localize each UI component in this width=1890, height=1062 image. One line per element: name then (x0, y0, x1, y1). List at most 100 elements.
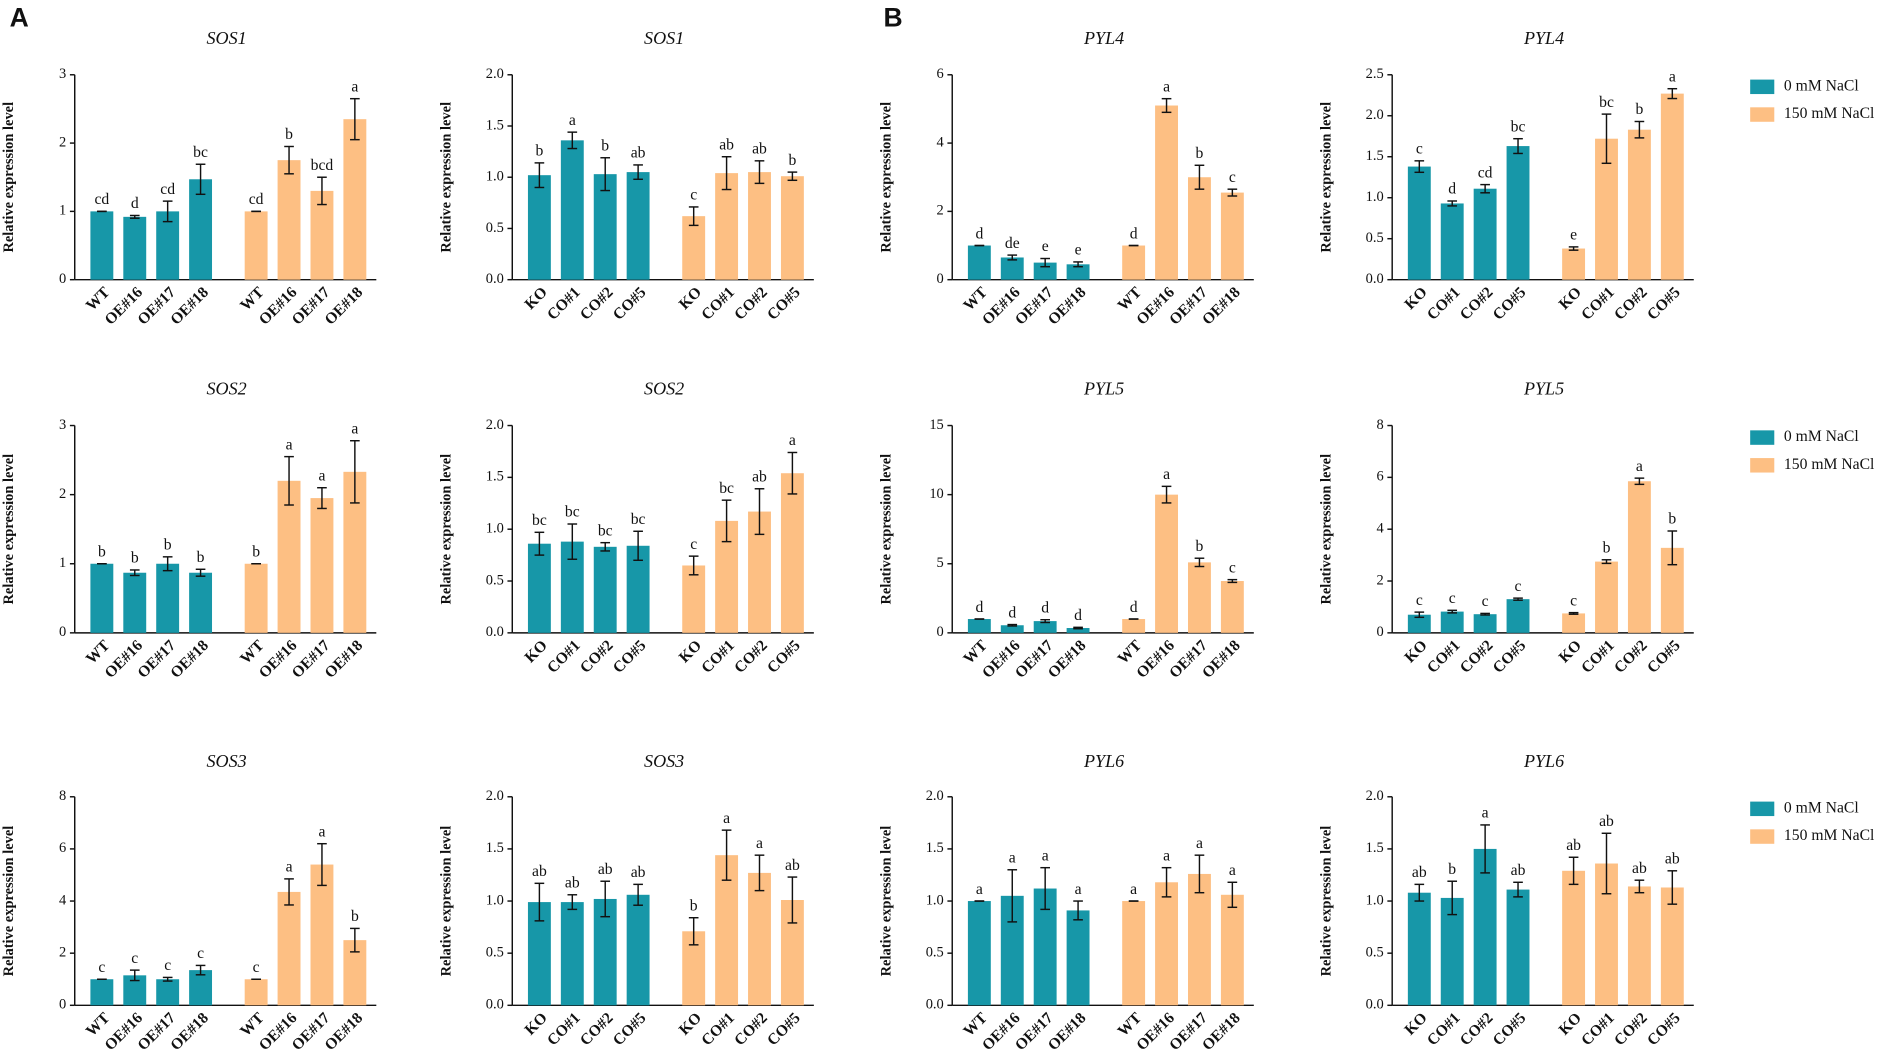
y-axis-label: Relative expression level (1318, 102, 1334, 253)
legend-label: 0 mM NaCl (1784, 799, 1859, 816)
significance-letter: b (164, 537, 172, 554)
significance-letter: b (285, 126, 293, 143)
bar (1595, 561, 1618, 633)
significance-letter: a (569, 112, 576, 129)
significance-letter: d (1041, 599, 1049, 616)
bar (1188, 562, 1211, 633)
bar (748, 511, 771, 633)
significance-letter: ab (1599, 813, 1614, 830)
y-tick-label: 0.0 (1366, 271, 1384, 287)
significance-letter: c (1515, 578, 1522, 595)
x-tick-label: CO#2 (577, 1009, 617, 1049)
significance-letter: c (1570, 592, 1577, 609)
x-tick-label: CO#5 (610, 1009, 650, 1049)
significance-letter: ab (1632, 860, 1647, 877)
significance-letter: cd (160, 181, 175, 198)
bar (560, 140, 584, 280)
significance-letter: ab (719, 136, 734, 153)
bar (748, 172, 771, 280)
y-tick-label: 6 (1377, 469, 1384, 485)
x-tick-label: CO#2 (731, 1009, 771, 1049)
bar (1066, 910, 1090, 1006)
bar (1220, 192, 1244, 280)
legend-swatch (1750, 458, 1775, 473)
y-tick-label: 4 (59, 892, 66, 908)
bar (123, 572, 147, 633)
y-tick-label: 4 (1377, 521, 1384, 537)
significance-letter: bc (1599, 94, 1614, 111)
significance-letter: d (1008, 604, 1016, 621)
chart-title: SOS3 (644, 751, 684, 771)
bar (1407, 614, 1431, 633)
y-tick-label: 0.5 (1366, 944, 1384, 960)
bar (343, 940, 367, 1006)
y-tick-label: 2 (59, 134, 66, 150)
bar (682, 216, 706, 280)
x-tick-label: CO#1 (698, 284, 738, 324)
significance-letter: ab (1511, 862, 1526, 879)
significance-letter: a (351, 78, 358, 95)
y-tick-label: 5 (937, 555, 944, 571)
bar (1000, 257, 1024, 280)
bar (527, 175, 551, 280)
bar (1660, 547, 1684, 633)
bar (715, 855, 739, 1006)
significance-letter: ab (1412, 864, 1427, 881)
bar (1407, 892, 1431, 1006)
bar (1188, 873, 1211, 1006)
bar (156, 979, 180, 1006)
legend-swatch (1750, 107, 1775, 122)
y-axis-label: Relative expression level (1318, 826, 1334, 977)
chart-title: PYL4 (1523, 28, 1564, 48)
y-tick-label: 2.0 (486, 788, 504, 804)
chart-title: SOS1 (207, 28, 247, 48)
y-tick-label: 0 (59, 624, 66, 640)
significance-letter: c (1482, 593, 1489, 610)
bar (593, 898, 617, 1006)
bar (1122, 619, 1146, 633)
significance-letter: ab (752, 469, 767, 486)
x-tick-label: CO#2 (577, 284, 617, 324)
x-tick-label: OE#18 (322, 1009, 367, 1054)
bar (343, 119, 367, 280)
y-axis-label: Relative expression level (878, 102, 894, 253)
y-tick-label: 2.0 (1366, 107, 1384, 123)
x-tick-label: CO#2 (1457, 1009, 1497, 1049)
significance-letter: bc (598, 522, 613, 539)
bar (1473, 614, 1497, 633)
y-tick-label: 1.0 (1366, 892, 1384, 908)
significance-letter: bc (193, 144, 208, 161)
bar (1660, 93, 1684, 280)
x-tick-label: CO#2 (1611, 284, 1651, 324)
x-tick-label: CO#1 (1424, 284, 1464, 324)
x-tick-label: OE#18 (1045, 1009, 1090, 1054)
x-tick-label: OE#18 (1045, 284, 1090, 329)
significance-letter: ab (598, 861, 613, 878)
significance-letter: a (1229, 862, 1236, 879)
bar (90, 563, 114, 633)
bar (1562, 613, 1586, 633)
bar (593, 546, 617, 633)
bar (715, 173, 739, 280)
bar (780, 176, 804, 280)
bar (560, 902, 584, 1006)
bar (156, 563, 180, 633)
significance-letter: a (318, 823, 325, 840)
bar (1033, 262, 1057, 280)
bar (343, 471, 367, 633)
significance-letter: bc (532, 512, 547, 529)
bar (1473, 188, 1497, 280)
y-tick-label: 6 (937, 66, 944, 82)
bar (310, 498, 334, 633)
x-tick-label: CO#5 (764, 1009, 804, 1049)
significance-letter: cd (1478, 164, 1493, 181)
significance-letter: d (975, 225, 983, 242)
significance-letter: bc (631, 511, 646, 528)
y-tick-label: 1 (59, 555, 66, 571)
y-axis-label: Relative expression level (1, 102, 17, 253)
significance-letter: ab (631, 145, 646, 162)
y-axis-label: Relative expression level (878, 826, 894, 977)
y-tick-label: 0.0 (486, 997, 504, 1013)
bar (189, 572, 213, 633)
